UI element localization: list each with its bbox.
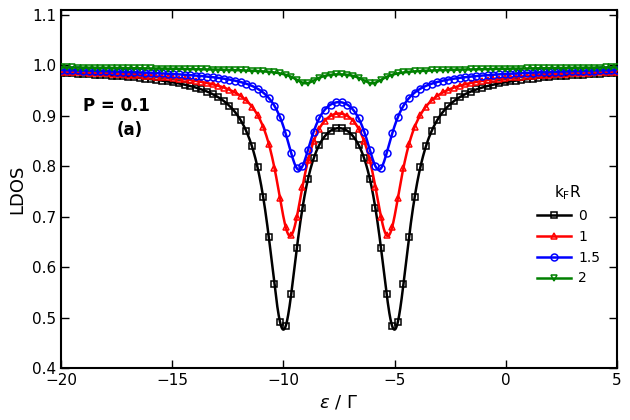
1 — [57, 69, 65, 74]
1.5 — [186, 73, 194, 78]
1 — [186, 78, 194, 83]
2 — [590, 65, 598, 70]
1.5 — [57, 68, 65, 73]
1 — [574, 71, 581, 76]
0 — [164, 79, 171, 84]
Line: 2: 2 — [57, 64, 621, 87]
1.5 — [349, 107, 357, 112]
1 — [343, 113, 351, 118]
1 — [613, 69, 621, 74]
2 — [57, 65, 65, 70]
1 — [590, 70, 598, 75]
0 — [57, 70, 65, 75]
0 — [590, 71, 598, 76]
1.5 — [613, 68, 621, 73]
Legend: 0, 1, 1.5, 2: 0, 1, 1.5, 2 — [532, 179, 604, 290]
Line: 1.5: 1.5 — [57, 66, 621, 172]
2 — [186, 66, 194, 71]
1 — [164, 75, 171, 80]
0 — [186, 84, 194, 89]
X-axis label: $\varepsilon$ / $\Gamma$: $\varepsilon$ / $\Gamma$ — [319, 394, 358, 412]
Text: P = 0.1: P = 0.1 — [83, 97, 150, 115]
0 — [343, 129, 351, 134]
0 — [613, 70, 621, 75]
2 — [394, 71, 402, 76]
Line: 0: 0 — [57, 69, 621, 330]
1.5 — [164, 71, 171, 76]
Y-axis label: LDOS: LDOS — [8, 164, 26, 214]
2 — [574, 65, 581, 70]
2 — [613, 65, 621, 70]
1 — [394, 196, 402, 201]
Line: 1: 1 — [57, 68, 621, 239]
1 — [383, 233, 391, 238]
Text: (a): (a) — [117, 121, 143, 139]
0 — [394, 319, 402, 324]
1.5 — [590, 68, 598, 73]
1.5 — [394, 115, 402, 120]
1.5 — [293, 166, 301, 171]
0 — [574, 72, 581, 77]
0 — [389, 324, 396, 329]
2 — [164, 66, 171, 71]
2 — [343, 72, 351, 77]
2 — [366, 81, 374, 86]
1.5 — [574, 68, 581, 74]
